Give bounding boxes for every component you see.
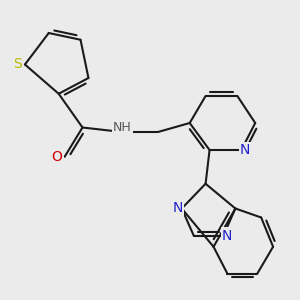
Text: N: N: [173, 202, 183, 215]
Text: N: N: [240, 143, 250, 157]
Text: S: S: [13, 58, 22, 71]
Text: NH: NH: [113, 121, 132, 134]
Text: N: N: [222, 229, 232, 242]
Text: O: O: [52, 150, 63, 164]
